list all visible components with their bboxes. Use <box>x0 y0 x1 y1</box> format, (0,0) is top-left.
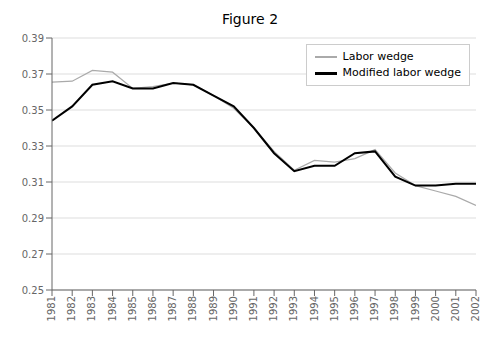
svg-text:1991: 1991 <box>248 296 259 321</box>
svg-text:1997: 1997 <box>369 296 380 321</box>
svg-text:1994: 1994 <box>309 296 320 321</box>
svg-text:1982: 1982 <box>66 296 77 321</box>
svg-text:1985: 1985 <box>127 296 138 321</box>
svg-text:1986: 1986 <box>147 296 158 321</box>
svg-text:0.31: 0.31 <box>22 177 44 188</box>
html-text:Modified labor wedge: Modified labor wedge <box>342 66 461 79</box>
svg-text:1998: 1998 <box>389 296 400 321</box>
svg-text:0.27: 0.27 <box>22 249 44 260</box>
svg-text:1981: 1981 <box>46 296 57 321</box>
svg-text:0.25: 0.25 <box>22 285 44 296</box>
svg-text:1984: 1984 <box>107 296 118 321</box>
svg-text:0.33: 0.33 <box>22 141 44 152</box>
html-text:Labor wedge: Labor wedge <box>342 50 414 63</box>
svg-text:1987: 1987 <box>167 296 178 321</box>
svg-text:1983: 1983 <box>86 296 97 321</box>
svg-text:1996: 1996 <box>349 296 360 321</box>
html-text:Figure 2: Figure 2 <box>221 11 278 27</box>
svg-text:0.39: 0.39 <box>22 33 44 44</box>
svg-text:1993: 1993 <box>288 296 299 321</box>
svg-text:2001: 2001 <box>450 296 461 321</box>
svg-text:1999: 1999 <box>410 296 421 321</box>
svg-text:2000: 2000 <box>430 296 441 321</box>
svg-text:0.37: 0.37 <box>22 69 44 80</box>
svg-text:2002: 2002 <box>470 296 481 321</box>
svg-text:1995: 1995 <box>329 296 340 321</box>
svg-text:1988: 1988 <box>187 296 198 321</box>
svg-text:1992: 1992 <box>268 296 279 321</box>
svg-text:1989: 1989 <box>208 296 219 321</box>
svg-text:0.35: 0.35 <box>22 105 44 116</box>
svg-text:0.29: 0.29 <box>22 213 44 224</box>
svg-text:1990: 1990 <box>228 296 239 321</box>
